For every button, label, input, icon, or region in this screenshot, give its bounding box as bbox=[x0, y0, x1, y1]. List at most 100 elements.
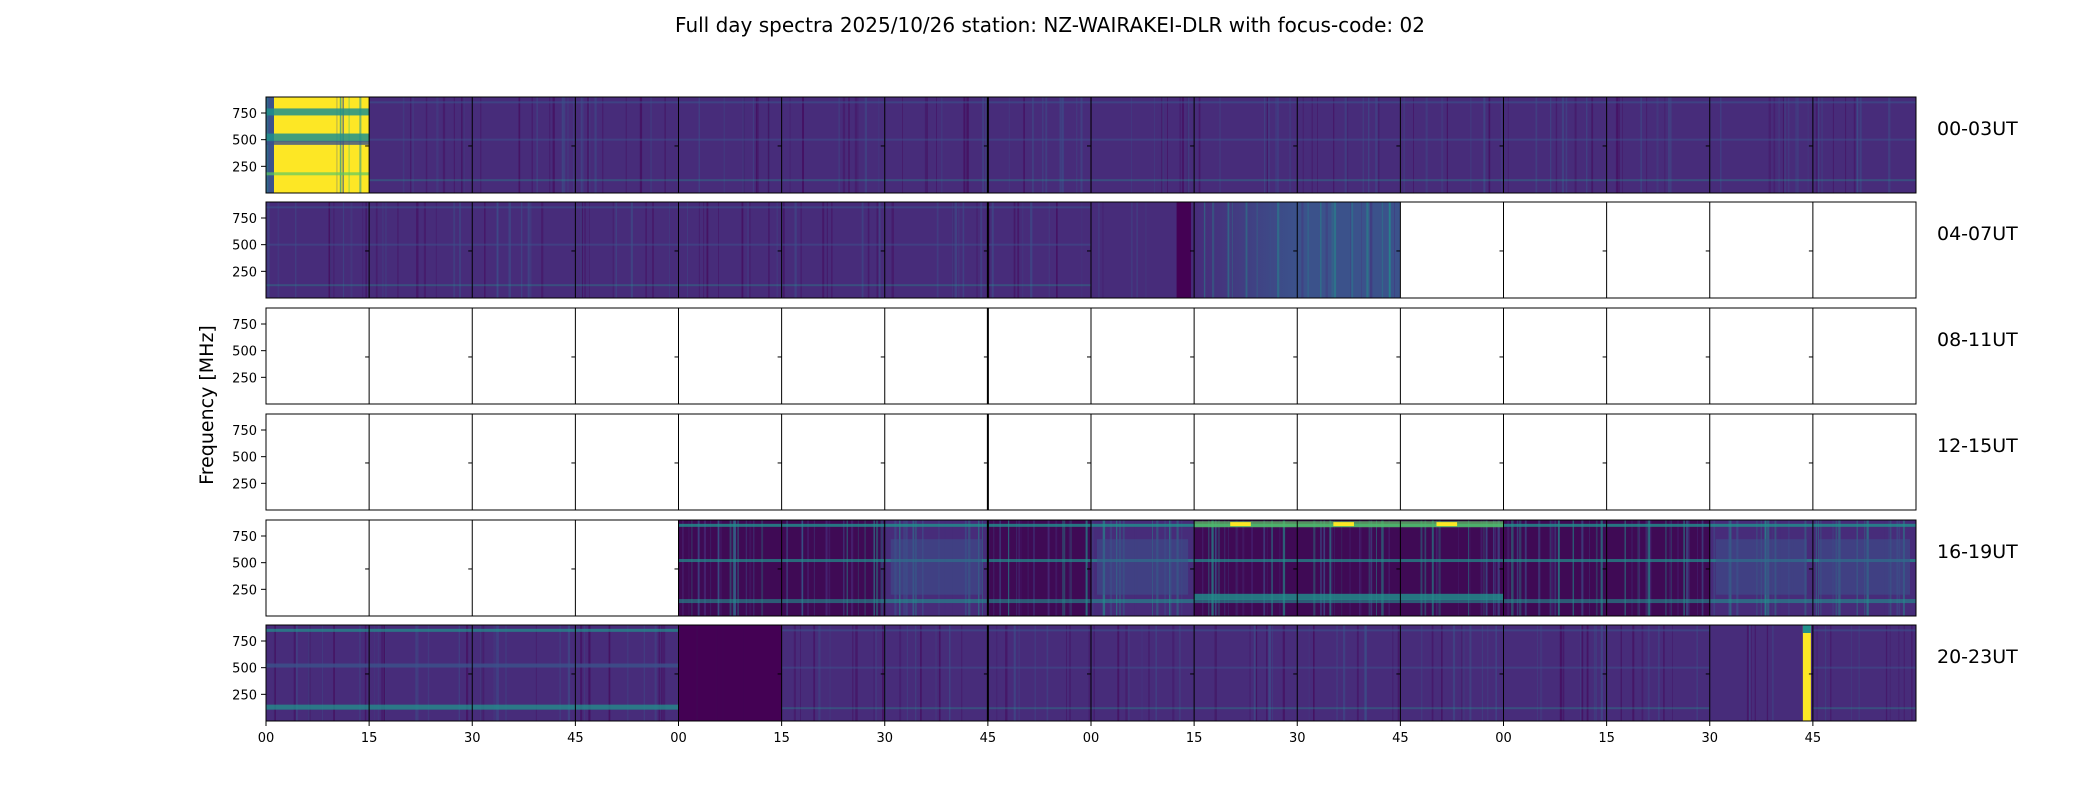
panel-empty-background bbox=[575, 414, 679, 510]
panel-16-19UT-3 bbox=[575, 520, 679, 616]
panel-stripe bbox=[1832, 97, 1834, 193]
panel-empty-background bbox=[575, 520, 679, 616]
row-label: 04-07UT bbox=[1937, 223, 2018, 245]
activity-stripe bbox=[1062, 520, 1065, 616]
panel-stripe bbox=[1622, 97, 1623, 193]
panel-stripe bbox=[962, 202, 965, 298]
panel-stripe bbox=[1375, 97, 1378, 193]
panel-stripe bbox=[873, 625, 875, 721]
panel-04-07UT-14 bbox=[1709, 202, 1813, 298]
panel-stripe bbox=[661, 625, 663, 721]
panel-stripe bbox=[1269, 625, 1271, 721]
activity-stripe bbox=[1033, 520, 1035, 616]
panel-stripe bbox=[1600, 625, 1603, 721]
panel-stripe bbox=[1500, 97, 1502, 193]
panel-stripe bbox=[669, 202, 670, 298]
panel-04-07UT-3 bbox=[575, 202, 679, 298]
activity-band bbox=[987, 523, 1091, 527]
panel-04-07UT-15 bbox=[1812, 202, 1916, 298]
panel-04-07UT-1 bbox=[369, 202, 473, 298]
panel-stripe bbox=[855, 625, 858, 721]
panel-empty-background bbox=[781, 414, 885, 510]
panel-stripe bbox=[1824, 625, 1827, 721]
panel-08-11UT-3 bbox=[575, 308, 679, 404]
panel-stripe bbox=[992, 202, 994, 298]
panel-band bbox=[472, 243, 576, 246]
panel-stripe bbox=[602, 97, 604, 193]
panel-band bbox=[781, 707, 885, 710]
panel-stripe bbox=[1749, 625, 1751, 721]
panel-stripe bbox=[718, 202, 719, 298]
panel-stripe bbox=[1013, 202, 1016, 298]
activity-stripe bbox=[1070, 520, 1072, 616]
panel-stripe bbox=[484, 202, 486, 298]
panel-stripe bbox=[1591, 97, 1594, 193]
activity-stripe bbox=[1458, 520, 1459, 616]
panel-stripe bbox=[1446, 97, 1448, 193]
activity-stripe bbox=[1266, 520, 1268, 616]
panel-background bbox=[987, 97, 1091, 193]
panel-stripe bbox=[966, 97, 969, 193]
panel-stripe bbox=[1441, 625, 1443, 721]
panel-background bbox=[1297, 97, 1401, 193]
panel-empty-background bbox=[472, 308, 576, 404]
activity-band bbox=[1400, 559, 1504, 563]
panel-stripe bbox=[563, 97, 566, 193]
activity-band bbox=[1194, 559, 1298, 563]
panel-stripe bbox=[1023, 97, 1025, 193]
activity-stripe bbox=[1329, 520, 1332, 616]
panel-stripe bbox=[906, 625, 908, 721]
panel-00-03UT-7 bbox=[987, 97, 1091, 193]
panel-stripe bbox=[941, 97, 943, 193]
panel-stripe bbox=[996, 625, 998, 721]
panel-stripe bbox=[1018, 625, 1020, 721]
activity-stripe bbox=[1713, 520, 1716, 616]
panel-band bbox=[1194, 179, 1298, 182]
panel-stripe bbox=[1640, 97, 1642, 193]
activity-stripe bbox=[1376, 520, 1377, 616]
panel-stripe bbox=[561, 97, 564, 193]
panel-stripe bbox=[1593, 625, 1596, 721]
panel-stripe bbox=[417, 625, 419, 721]
panel-stripe bbox=[1431, 625, 1434, 721]
panel-band bbox=[1400, 629, 1504, 632]
panel-band bbox=[781, 179, 885, 182]
panel-background bbox=[678, 97, 782, 193]
panel-20-23UT-9 bbox=[1194, 625, 1298, 721]
panel-stripe bbox=[435, 202, 437, 298]
activity-stripe bbox=[1650, 520, 1652, 616]
panel-stripe bbox=[926, 97, 928, 193]
panel-stripe bbox=[1141, 625, 1143, 721]
panel-stripe bbox=[508, 202, 511, 298]
panel-stripe bbox=[1858, 625, 1860, 721]
activity-stripe bbox=[1701, 520, 1704, 616]
panel-stripe bbox=[375, 202, 378, 298]
panel-band bbox=[472, 206, 576, 209]
panel-stripe bbox=[1364, 625, 1366, 721]
panel-stripe bbox=[321, 625, 324, 721]
panel-08-11UT-5 bbox=[781, 308, 885, 404]
panel-stripe bbox=[1830, 625, 1832, 721]
activity-stripe bbox=[1068, 520, 1071, 616]
panel-band bbox=[575, 206, 679, 209]
panel-stripe bbox=[1343, 625, 1346, 721]
panel-stripe bbox=[1565, 97, 1568, 193]
panel-stripe bbox=[1066, 625, 1067, 721]
panel-background bbox=[472, 97, 576, 193]
panel-04-07UT-6 bbox=[884, 202, 988, 298]
panel-band bbox=[1606, 629, 1710, 632]
panel-stripe bbox=[1187, 97, 1190, 193]
panel-04-07UT-13 bbox=[1606, 202, 1710, 298]
activity-stripe bbox=[1689, 520, 1690, 616]
panel-stripe bbox=[625, 97, 627, 193]
activity-stripe bbox=[691, 520, 693, 616]
panel-00-03UT-15 bbox=[1812, 97, 1916, 193]
activity-stripe bbox=[864, 520, 866, 616]
panel-stripe bbox=[1059, 97, 1062, 193]
panel-stripe bbox=[1042, 97, 1044, 193]
panel-stripe bbox=[1632, 625, 1635, 721]
panel-band bbox=[472, 628, 576, 632]
panel-stripe bbox=[985, 97, 987, 193]
panel-stripe bbox=[541, 202, 544, 298]
panel-12-15UT-8 bbox=[1091, 414, 1195, 510]
